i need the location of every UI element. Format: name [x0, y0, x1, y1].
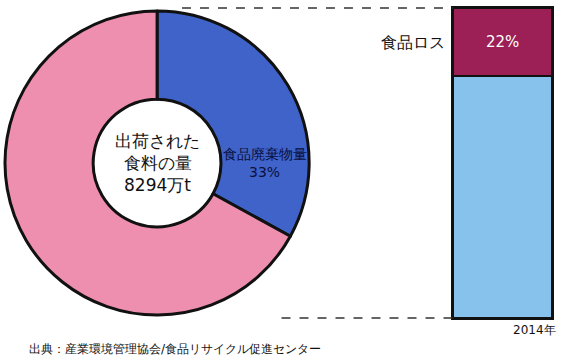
svg-text:食品ロス: 食品ロス: [381, 33, 445, 52]
svg-text:食品廃棄物量33%: 食品廃棄物量33%: [223, 146, 307, 180]
svg-text:出荷された食料の量8294万t: 出荷された食料の量8294万t: [115, 131, 200, 195]
svg-text:22%: 22%: [486, 33, 519, 51]
svg-text:出典：産業環境管理協会/食品リサイクル促進センター: 出典：産業環境管理協会/食品リサイクル促進センター: [29, 342, 321, 356]
svg-text:2014年: 2014年: [513, 323, 556, 337]
